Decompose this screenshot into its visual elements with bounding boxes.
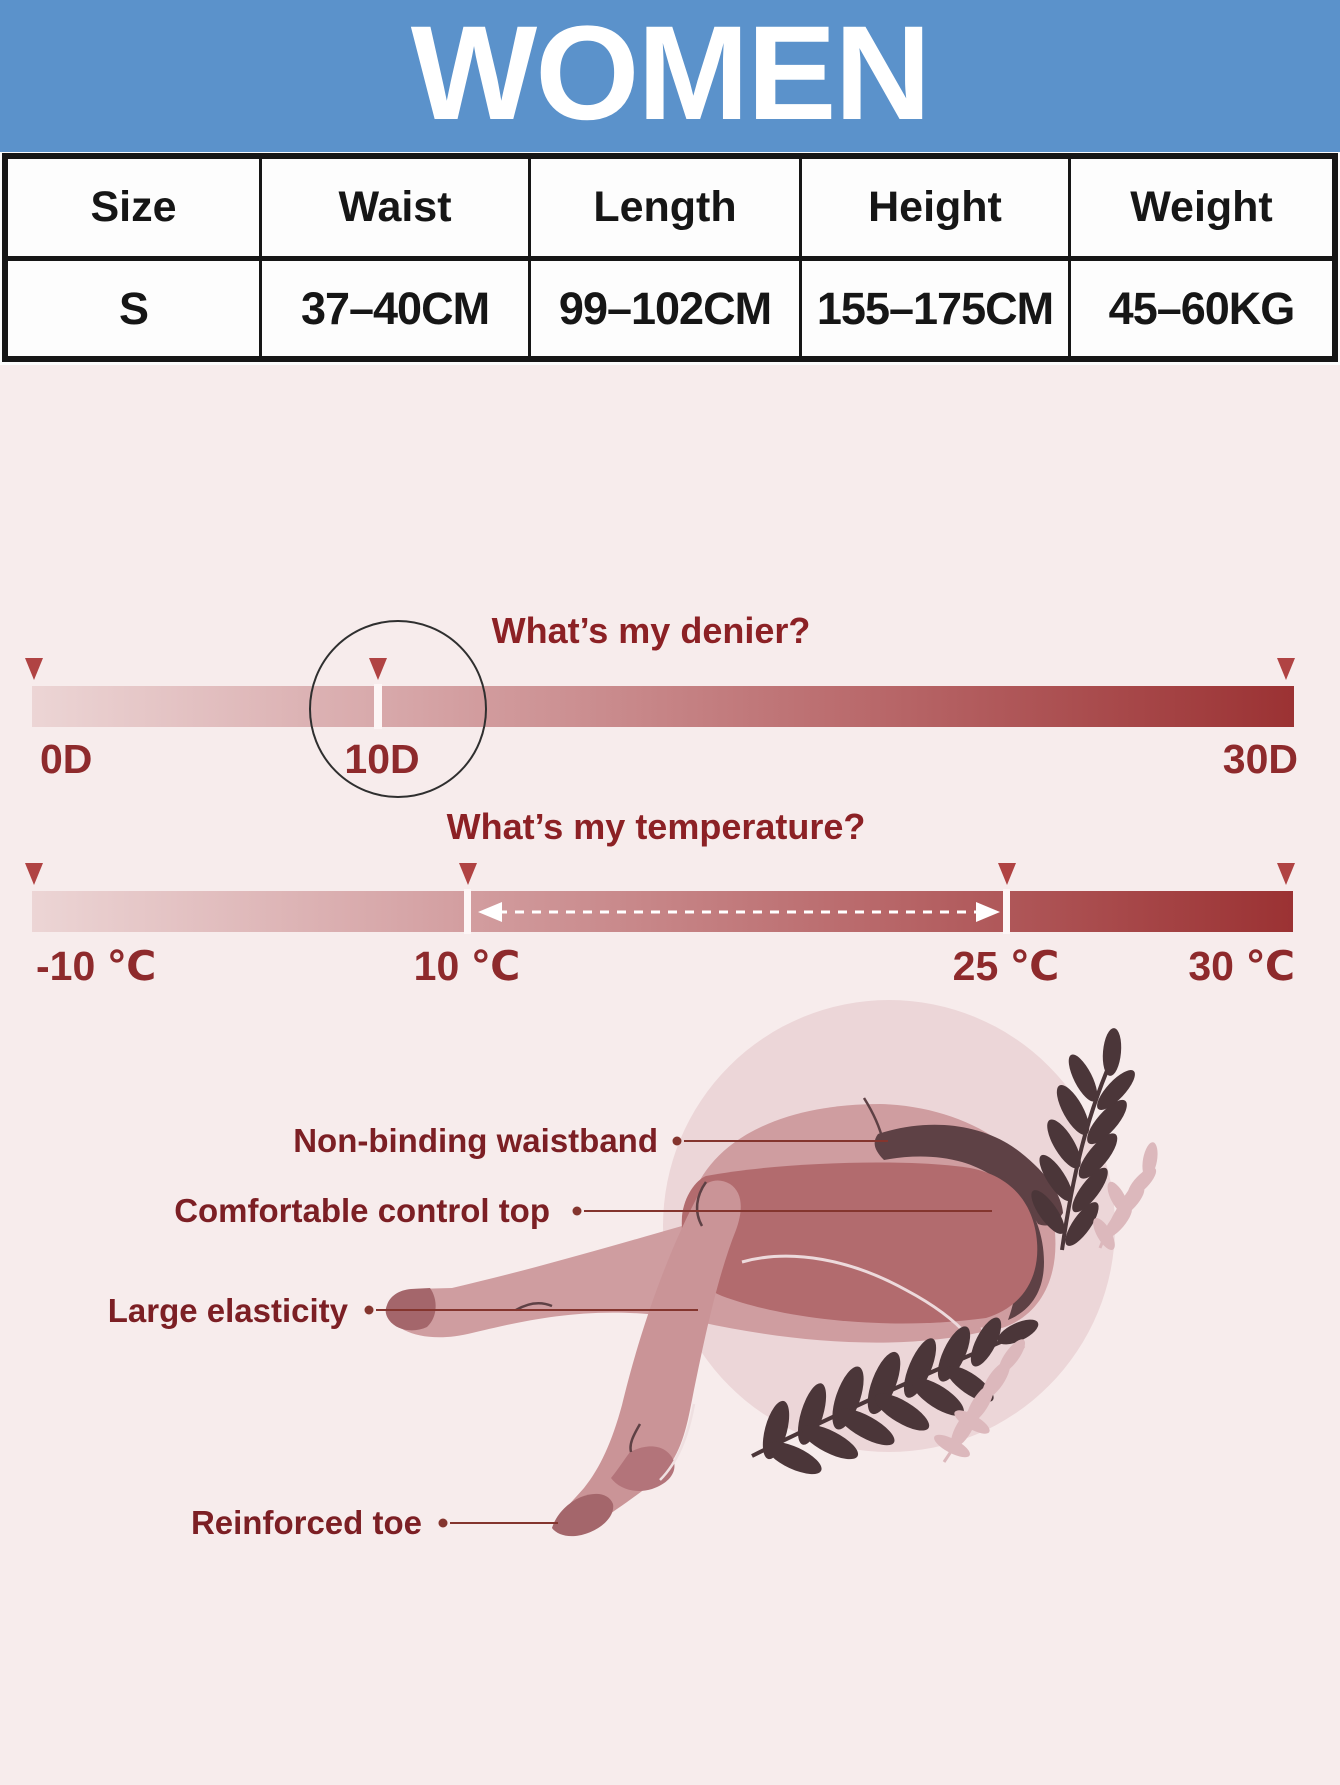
- callout-lines: [364, 1136, 992, 1528]
- right-light-leaf-sprig: [1093, 1142, 1158, 1250]
- waistband-shape: [874, 1124, 1063, 1226]
- temp-label-10: 10 ℃: [413, 943, 521, 989]
- denier-label-highlight: 10D: [344, 736, 420, 782]
- temperature-scale-title: What’s my temperature?: [446, 806, 866, 847]
- control-top-callout-dot: [572, 1206, 582, 1216]
- col-header-weight: Weight: [1068, 159, 1332, 256]
- col-header-length: Length: [528, 159, 799, 256]
- size-table-header-row: Size Waist Length Height Weight: [8, 159, 1332, 261]
- elasticity-callout-dot: [364, 1305, 374, 1315]
- denier-marker-0d-icon: [25, 658, 43, 680]
- cell-waist: 37–40CM: [259, 261, 528, 356]
- back-contour-stroke: [862, 1097, 885, 1142]
- bottom-light-leaf-sprig: [934, 1339, 1026, 1463]
- temp-label-30: 30 ℃: [1188, 943, 1295, 989]
- calf-contour-stroke: [659, 1403, 696, 1481]
- denier-highlight-circle: [309, 620, 487, 798]
- shin-accent-stroke: [515, 1301, 553, 1312]
- temperature-gradient-bar: [32, 891, 1293, 932]
- knee-accent-stroke: [695, 1181, 708, 1227]
- comfort-range-arrow: [478, 902, 1000, 922]
- feature-label-elasticity: Large elasticity: [107, 1292, 348, 1329]
- temp-label-25: 25 ℃: [952, 943, 1060, 989]
- cell-size: S: [118, 282, 149, 334]
- ankle-accent-stroke: [629, 1423, 642, 1453]
- temp-marker-25-icon: [998, 863, 1016, 885]
- denier-label-max: 30D: [1222, 736, 1298, 782]
- waistband-callout-dot: [672, 1136, 682, 1146]
- raised-toe-cap-shape: [552, 1493, 614, 1537]
- cell-length: 99–102CM: [528, 261, 799, 356]
- toe-callout-dot: [438, 1518, 448, 1528]
- right-dark-leaf-sprig: [1031, 1028, 1135, 1251]
- thigh-contour-stroke: [741, 1254, 970, 1337]
- denier-gradient-bar: [32, 686, 1294, 727]
- cell-weight: 45–60KG: [1068, 261, 1332, 356]
- col-header-height: Height: [799, 159, 1068, 256]
- temp-label-minus10: -10 ℃: [36, 943, 157, 989]
- denier-scale-title: What’s my denier?: [491, 610, 811, 651]
- temp-10-notch: [464, 889, 471, 934]
- temp-marker-10-icon: [459, 863, 477, 885]
- temp-25-notch: [1003, 889, 1010, 934]
- size-table: Size Waist Length Height Weight S 37–40C…: [2, 153, 1338, 362]
- denier-label-min: 0D: [40, 736, 93, 782]
- denier-marker-30d-icon: [1277, 658, 1295, 680]
- raised-leg-shape: [552, 1180, 741, 1534]
- temp-marker-30-icon: [1277, 863, 1295, 885]
- col-header-size: Size: [90, 183, 177, 231]
- feature-label-control-top: Comfortable control top: [174, 1192, 550, 1229]
- legs-illustration: [364, 1000, 1158, 1537]
- cell-height: 155–175CM: [799, 261, 1068, 356]
- gender-banner: WOMEN: [0, 0, 1340, 152]
- feature-label-toe: Reinforced toe: [190, 1504, 422, 1541]
- feature-label-waistband: Non-binding waistband: [293, 1122, 658, 1159]
- control-top-shape: [681, 1162, 1038, 1324]
- banner-title: WOMEN: [410, 0, 931, 148]
- temp-marker-minus10-icon: [25, 863, 43, 885]
- pink-background: [0, 365, 1340, 1785]
- heel-shading-shape: [611, 1446, 675, 1491]
- size-table-row-s: S 37–40CM 99–102CM 155–175CM 45–60KG: [8, 261, 1332, 356]
- col-header-waist: Waist: [259, 159, 528, 256]
